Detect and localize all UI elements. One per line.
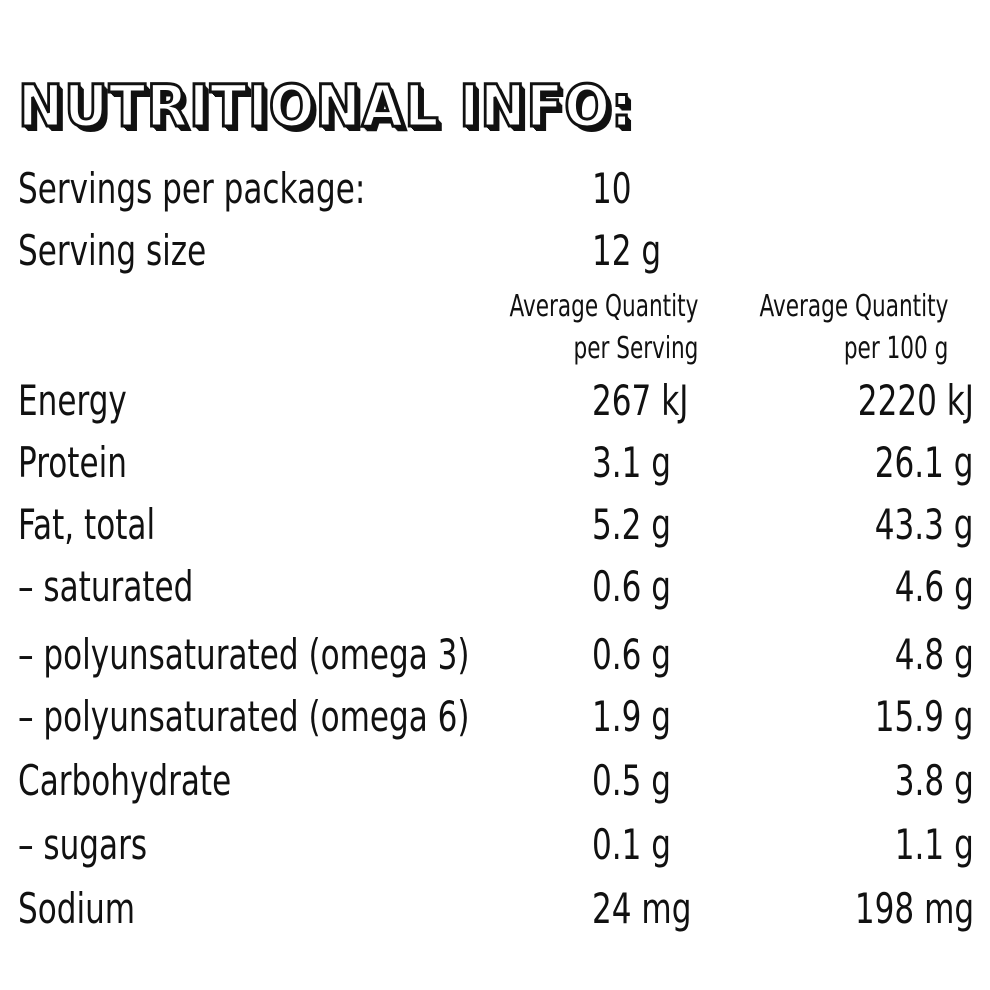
nutrient-per-100g: 4.6 g: [894, 562, 974, 611]
nutrient-label: – polyunsaturated (omega 6): [18, 692, 470, 741]
nutrient-row-saturated: – saturated 0.6 g 4.6 g: [0, 556, 990, 618]
nutrient-per-100g: 26.1 g: [875, 438, 974, 487]
column-header-per-100g-line1: Average Quantity: [759, 289, 948, 324]
nutrient-row-sodium: Sodium 24 mg 198 mg: [0, 878, 990, 940]
nutrient-row-omega-6: – polyunsaturated (omega 6) 1.9 g 15.9 g: [0, 686, 990, 748]
column-header-per-serving-line2: per Serving: [573, 331, 698, 366]
nutrient-per-100g: 3.8 g: [894, 756, 974, 805]
serving-size-row: Serving size 12 g: [0, 220, 990, 282]
nutrient-label: Fat, total: [18, 500, 156, 549]
nutrient-label: Energy: [18, 376, 127, 425]
nutrient-per-100g: 198 mg: [854, 884, 974, 933]
nutrient-per-serving: 0.5 g: [592, 756, 672, 805]
column-header-per-serving-line1: Average Quantity: [509, 289, 698, 324]
column-header-per-serving: Average Quantity per Serving: [509, 286, 698, 370]
nutrient-row-protein: Protein 3.1 g 26.1 g: [0, 432, 990, 494]
column-header-per-100g-line2: per 100 g: [843, 331, 948, 366]
nutrient-label: – polyunsaturated (omega 3): [18, 630, 470, 679]
nutrient-per-serving: 0.6 g: [592, 562, 672, 611]
column-header-per-100g: Average Quantity per 100 g: [759, 286, 948, 370]
nutrient-per-100g: 2220 kJ: [857, 376, 974, 425]
servings-per-package-value: 10: [592, 164, 632, 213]
nutrient-label: Protein: [18, 438, 127, 487]
nutrient-per-serving: 0.1 g: [592, 820, 672, 869]
nutrient-per-serving: 3.1 g: [592, 438, 672, 487]
nutrient-per-100g: 4.8 g: [894, 630, 974, 679]
nutrient-label: – sugars: [18, 820, 148, 869]
servings-per-package-label: Servings per package:: [18, 164, 366, 213]
serving-size-label: Serving size: [18, 226, 207, 275]
nutrient-row-carbohydrate: Carbohydrate 0.5 g 3.8 g: [0, 750, 990, 812]
nutrient-per-serving: 1.9 g: [592, 692, 672, 741]
nutrient-label: Carbohydrate: [18, 756, 232, 805]
servings-per-package-row: Servings per package: 10: [0, 158, 990, 220]
page-title: NUTRITIONAL INFO:: [17, 71, 634, 142]
nutrient-per-serving: 5.2 g: [592, 500, 672, 549]
nutrient-per-serving: 267 kJ: [592, 376, 689, 425]
serving-size-value: 12 g: [592, 226, 662, 275]
nutrient-per-serving: 24 mg: [592, 884, 692, 933]
nutrient-label: – saturated: [18, 562, 194, 611]
nutrient-label: Sodium: [18, 884, 136, 933]
nutrient-per-100g: 1.1 g: [894, 820, 974, 869]
nutrient-row-energy: Energy 267 kJ 2220 kJ: [0, 370, 990, 432]
nutrient-row-sugars: – sugars 0.1 g 1.1 g: [0, 814, 990, 876]
nutrient-row-omega-3: – polyunsaturated (omega 3) 0.6 g 4.8 g: [0, 624, 990, 686]
nutrient-per-100g: 15.9 g: [875, 692, 974, 741]
nutrient-row-fat-total: Fat, total 5.2 g 43.3 g: [0, 494, 990, 556]
nutrient-per-100g: 43.3 g: [875, 500, 974, 549]
nutrient-per-serving: 0.6 g: [592, 630, 672, 679]
